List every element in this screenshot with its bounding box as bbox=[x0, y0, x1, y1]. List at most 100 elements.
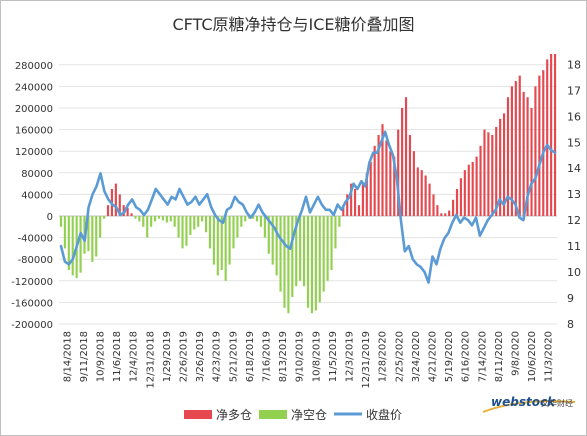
right-tick-label: 8 bbox=[567, 318, 574, 331]
net-short-bar bbox=[169, 216, 172, 222]
net-long-bar bbox=[506, 97, 510, 216]
x-tick-label: 3/26/2019 bbox=[195, 331, 206, 382]
logo-cn-text: 文华财经 bbox=[541, 399, 573, 408]
net-long-bar bbox=[542, 70, 545, 216]
net-long-bar bbox=[440, 213, 443, 216]
net-short-bar bbox=[146, 216, 149, 238]
net-long-bar bbox=[522, 91, 525, 216]
right-tick-label: 17 bbox=[567, 84, 581, 97]
left-tick-label: -40000 bbox=[18, 234, 53, 245]
net-short-bar bbox=[138, 216, 141, 222]
right-tick-label: 10 bbox=[567, 266, 581, 279]
net-short-bar bbox=[177, 216, 180, 238]
x-tick-label: 10/6/2020 bbox=[527, 331, 538, 382]
net-long-bar bbox=[361, 183, 364, 216]
legend-price-label: 收盘价 bbox=[366, 407, 402, 422]
x-tick-label: 12/3/2019 bbox=[345, 331, 356, 382]
net-short-bar bbox=[306, 216, 310, 308]
net-short-bar bbox=[150, 216, 153, 227]
net-long-bar bbox=[420, 170, 423, 216]
logo-brand-text: webstock bbox=[491, 395, 556, 409]
x-tick-label: 8/13/2019 bbox=[278, 331, 289, 382]
net-long-bar bbox=[483, 129, 486, 216]
net-long-bar bbox=[514, 81, 517, 216]
net-short-bar bbox=[59, 216, 63, 227]
net-short-bar bbox=[275, 216, 278, 276]
net-short-bar bbox=[244, 216, 247, 222]
net-long-bar bbox=[487, 132, 490, 216]
right-tick-label: 12 bbox=[567, 214, 581, 227]
net-long-bar bbox=[475, 156, 478, 216]
net-long-bar bbox=[444, 213, 447, 216]
x-tick-label: 11/6/2018 bbox=[112, 331, 123, 382]
net-long-bar bbox=[381, 124, 384, 216]
net-short-bar bbox=[165, 216, 168, 223]
x-tick-label: 8/11/2020 bbox=[494, 331, 505, 382]
net-short-bar bbox=[271, 216, 274, 265]
left-tick-label: -120000 bbox=[11, 277, 53, 288]
position-bars bbox=[59, 54, 557, 314]
net-long-bar bbox=[373, 145, 376, 216]
x-tick-label: 5/21/2019 bbox=[228, 331, 239, 382]
net-long-bar bbox=[404, 97, 408, 216]
net-long-bar bbox=[467, 164, 470, 216]
net-short-bar bbox=[63, 216, 66, 249]
net-long-bar bbox=[106, 205, 110, 216]
right-tick-label: 14 bbox=[567, 162, 581, 175]
net-long-bar bbox=[416, 167, 419, 216]
net-long-bar bbox=[357, 205, 361, 216]
net-short-bar bbox=[193, 216, 196, 230]
net-short-bar bbox=[67, 216, 70, 270]
net-short-bar bbox=[279, 216, 282, 292]
net-short-bar bbox=[291, 216, 294, 297]
net-long-bar bbox=[518, 75, 521, 216]
net-long-bar bbox=[126, 207, 129, 216]
net-short-bar bbox=[216, 216, 219, 276]
net-long-bar bbox=[353, 189, 357, 216]
net-short-bar bbox=[232, 216, 235, 249]
net-short-bar bbox=[259, 216, 263, 227]
net-long-bar bbox=[389, 151, 392, 216]
left-tick-label: 240000 bbox=[15, 82, 53, 93]
x-tick-label: 12/31/2018 bbox=[145, 331, 156, 389]
net-long-bar bbox=[510, 86, 513, 217]
net-long-bar bbox=[369, 162, 372, 216]
net-long-bar bbox=[377, 135, 380, 216]
net-short-bar bbox=[338, 216, 341, 227]
x-tick-label: 8/14/2018 bbox=[62, 331, 73, 382]
net-short-bar bbox=[287, 216, 290, 314]
net-long-bar bbox=[436, 205, 439, 216]
x-tick-label: 9/8/2020 bbox=[511, 331, 522, 376]
right-axis: 8 9 10 11 12 13 14 15 16 17 18 bbox=[567, 58, 581, 331]
net-short-bar bbox=[228, 216, 231, 265]
legend-short-swatch bbox=[259, 410, 287, 419]
net-long-bar bbox=[130, 213, 133, 216]
net-long-bar bbox=[397, 129, 400, 216]
x-tick-label: 11/5/2019 bbox=[328, 331, 339, 382]
net-long-bar bbox=[530, 108, 533, 216]
net-short-bar bbox=[322, 216, 325, 292]
net-long-bar bbox=[471, 162, 474, 216]
right-tick-label: 18 bbox=[567, 58, 581, 71]
net-long-bar bbox=[546, 59, 549, 217]
x-tick-label: 6/18/2019 bbox=[245, 331, 256, 382]
net-long-bar bbox=[553, 54, 557, 216]
net-long-bar bbox=[365, 172, 368, 216]
legend-long-label: 净多仓 bbox=[216, 408, 252, 422]
left-tick-label: -200000 bbox=[11, 320, 53, 331]
right-tick-label: 11 bbox=[567, 240, 581, 253]
net-short-bar bbox=[283, 216, 286, 308]
net-long-bar bbox=[499, 118, 502, 216]
net-short-bar bbox=[330, 216, 333, 270]
net-short-bar bbox=[224, 216, 227, 281]
left-axis: -200000 -160000 -120000 -80000 -40000 0 40000 8… bbox=[11, 61, 53, 331]
net-short-bar bbox=[95, 216, 98, 257]
left-tick-label: 0 bbox=[47, 212, 53, 223]
net-short-bar bbox=[318, 216, 321, 303]
net-long-bar bbox=[502, 113, 506, 216]
net-short-bar bbox=[189, 216, 192, 235]
net-short-bar bbox=[299, 216, 302, 281]
net-long-bar bbox=[538, 75, 541, 216]
net-short-bar bbox=[185, 216, 188, 246]
